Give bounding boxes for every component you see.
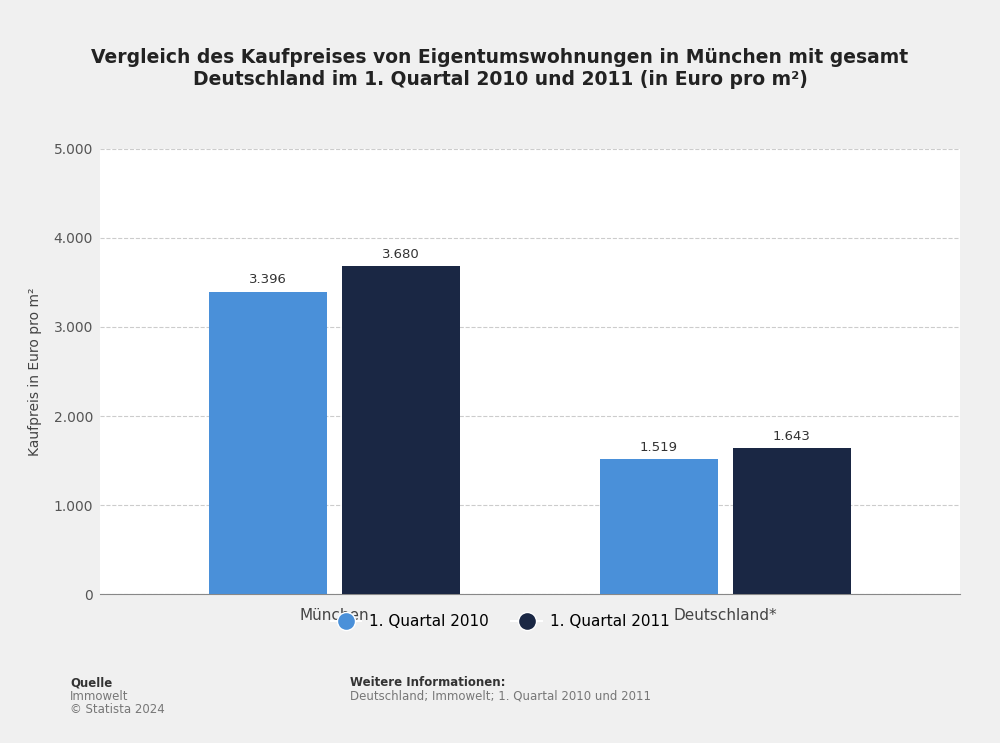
- Legend: 1. Quartal 2010, 1. Quartal 2011: 1. Quartal 2010, 1. Quartal 2011: [324, 608, 676, 635]
- Bar: [209, 291, 327, 594]
- Bar: [342, 266, 460, 594]
- Text: 3.680: 3.680: [382, 248, 420, 261]
- Text: 3.396: 3.396: [249, 273, 287, 286]
- Text: Weitere Informationen:: Weitere Informationen:: [350, 676, 506, 689]
- Y-axis label: Kaufpreis in Euro pro m²: Kaufpreis in Euro pro m²: [28, 288, 42, 455]
- Text: Vergleich des Kaufpreises von Eigentumswohnungen in München mit gesamt
Deutschla: Vergleich des Kaufpreises von Eigentumsw…: [91, 48, 909, 89]
- Text: Quelle: Quelle: [70, 676, 112, 689]
- Bar: [733, 448, 851, 594]
- Text: 1.519: 1.519: [640, 441, 678, 454]
- Text: 1.643: 1.643: [773, 429, 811, 443]
- Text: © Statista 2024: © Statista 2024: [70, 703, 165, 716]
- Text: Deutschland; Immowelt; 1. Quartal 2010 und 2011: Deutschland; Immowelt; 1. Quartal 2010 u…: [350, 690, 651, 702]
- Bar: [600, 459, 718, 594]
- Text: Immowelt: Immowelt: [70, 690, 128, 702]
